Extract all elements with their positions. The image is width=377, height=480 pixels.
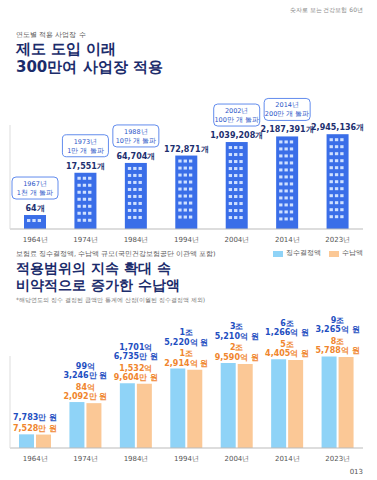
svg-text:99억: 99억 [76, 362, 95, 371]
svg-text:1,701억: 1,701억 [119, 343, 152, 352]
svg-text:2023년: 2023년 [325, 455, 350, 463]
svg-text:2023년: 2023년 [325, 236, 350, 244]
svg-text:2,092만 원: 2,092만 원 [63, 392, 107, 401]
svg-text:200만 개 돌파: 200만 개 돌파 [265, 110, 310, 118]
svg-text:1,266억 원: 1,266억 원 [265, 328, 309, 337]
svg-text:6,735만 원: 6,735만 원 [114, 352, 158, 361]
svg-text:1967년: 1967년 [23, 180, 47, 188]
svg-text:2014년: 2014년 [275, 101, 299, 109]
svg-text:3조: 3조 [230, 322, 244, 331]
html-text:숫자로 보는 건강보험 60년: 숫자로 보는 건강보험 60년 [289, 6, 363, 13]
svg-text:1,039,208개: 1,039,208개 [210, 131, 263, 140]
html-text:연도별 적용 사업장 수: 연도별 적용 사업장 수 [16, 31, 86, 39]
svg-text:100만 개 돌파: 100만 개 돌파 [214, 116, 259, 124]
svg-text:1988년: 1988년 [124, 128, 148, 136]
svg-text:2,914억 원: 2,914억 원 [164, 359, 208, 368]
html-text:적용범위의 지속 확대 속 비약적으로 증가한 수납액: 적용범위의 지속 확대 속 비약적으로 증가한 수납액 [16, 260, 180, 293]
svg-text:1994년: 1994년 [174, 236, 199, 244]
svg-text:7,783만 원: 7,783만 원 [13, 413, 57, 422]
svg-text:1만 개 돌파: 1만 개 돌파 [67, 147, 103, 155]
svg-text:1,532억: 1,532억 [119, 364, 152, 373]
html-text:*해당연도의 징수 결정된 금액만 통계에 산정(이월된 징: *해당연도의 징수 결정된 금액만 통계에 산정(이월된 징수결정액 제외) [16, 296, 205, 303]
svg-text:2,187,391개: 2,187,391개 [261, 125, 314, 134]
svg-text:5조: 5조 [280, 340, 294, 349]
svg-text:1974년: 1974년 [73, 455, 98, 463]
svg-text:2002년: 2002년 [225, 107, 249, 115]
svg-text:1984년: 1984년 [124, 455, 149, 463]
svg-text:5,210억 원: 5,210억 원 [215, 332, 259, 341]
svg-text:64,704개: 64,704개 [116, 152, 155, 161]
svg-text:2004년: 2004년 [225, 455, 250, 463]
svg-text:4,405억 원: 4,405억 원 [265, 349, 309, 358]
svg-text:9조: 9조 [331, 316, 345, 325]
svg-text:1964년: 1964년 [23, 455, 48, 463]
svg-text:10만 개 돌파: 10만 개 돌파 [116, 137, 156, 145]
svg-text:64개: 64개 [25, 204, 44, 213]
svg-text:5,220억 원: 5,220억 원 [164, 338, 208, 347]
svg-text:2004년: 2004년 [225, 236, 250, 244]
svg-text:2014년: 2014년 [275, 236, 300, 244]
svg-text:1994년: 1994년 [174, 455, 199, 463]
svg-text:5,788억 원: 5,788억 원 [316, 346, 360, 355]
svg-text:3,246만 원: 3,246만 원 [63, 371, 107, 380]
svg-text:7,528만 원: 7,528만 원 [13, 424, 57, 433]
svg-text:9,590억 원: 9,590억 원 [215, 353, 259, 362]
html-text:보험료 징수결정액, 수납액 규모(국민건강보험공단 이관액: 보험료 징수결정액, 수납액 규모(국민건강보험공단 이관액 포함) [16, 250, 216, 258]
svg-text:84억: 84억 [76, 383, 95, 392]
svg-text:1조: 1조 [179, 328, 193, 337]
svg-text:1973년: 1973년 [74, 138, 98, 146]
svg-text:9,604만 원: 9,604만 원 [114, 373, 158, 382]
html-text:징수결정액: 징수결정액 [286, 249, 321, 257]
svg-text:1974년: 1974년 [73, 236, 98, 244]
svg-text:8조: 8조 [331, 337, 345, 346]
svg-text:1964년: 1964년 [23, 236, 48, 244]
svg-text:1조: 1조 [179, 349, 193, 358]
svg-text:1984년: 1984년 [124, 236, 149, 244]
svg-text:1천 개 돌파: 1천 개 돌파 [17, 189, 53, 197]
svg-text:2014년: 2014년 [275, 455, 300, 463]
svg-text:172,871개: 172,871개 [164, 145, 208, 154]
html-text:013: 013 [349, 468, 363, 476]
svg-text:17,551개: 17,551개 [66, 162, 105, 171]
svg-text:6조: 6조 [280, 319, 294, 328]
html-text:수납액: 수납액 [342, 249, 363, 257]
html-text:제도 도입 이래 300만여 사업장 적용: 제도 도입 이래 300만여 사업장 적용 [16, 40, 163, 76]
svg-text:2,945,136개: 2,945,136개 [311, 123, 364, 132]
svg-text:2조: 2조 [230, 343, 244, 352]
svg-text:3,265억 원: 3,265억 원 [316, 325, 360, 334]
